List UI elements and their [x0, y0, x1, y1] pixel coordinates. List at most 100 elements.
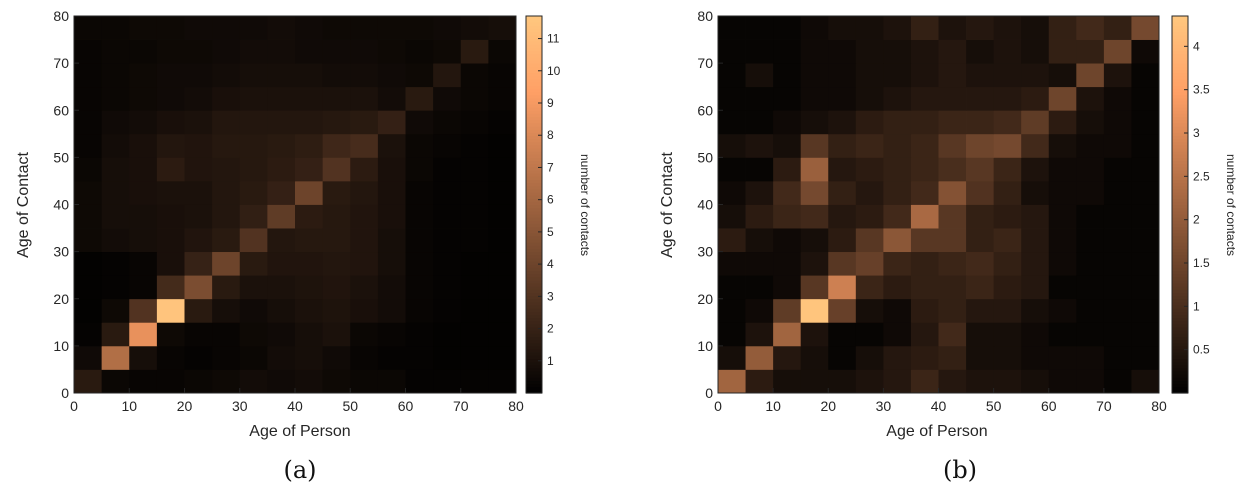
colorbar-step-b-28: [1172, 301, 1188, 306]
heatmap-cell-a-r10-c3: [156, 133, 185, 158]
colorbar-step-a-30: [526, 295, 542, 300]
heatmap-cell-a-r1-c9: [322, 345, 351, 370]
heatmap-cell-a-r7-c15: [488, 204, 517, 229]
heatmap-cell-b-r3-c3: [800, 298, 829, 323]
heatmap-cell-b-r13-c13: [1076, 63, 1105, 88]
heatmap-cell-a-r0-c12: [405, 369, 434, 394]
heatmap-cell-b-r11-c0: [718, 110, 746, 135]
heatmap-cell-a-r0-c7: [267, 369, 296, 394]
heatmap-cell-a-r7-c10: [350, 204, 379, 229]
heatmap-cell-a-r5-c14: [460, 251, 489, 276]
plot-frame-b: [717, 15, 1160, 394]
panel-label-a: (a): [283, 456, 316, 484]
heatmap-cell-b-r5-c5: [855, 251, 884, 276]
x-axis-label-a: Age of Person: [249, 423, 350, 440]
colorbar-step-a-24: [526, 314, 542, 319]
heatmap-cell-a-r12-c6: [239, 86, 268, 111]
heatmap-cell-b-r13-c4: [828, 63, 857, 88]
colorbar-tick-label-b-1.5: 1.5: [1193, 256, 1210, 270]
heatmap-cell-a-r1-c1: [101, 345, 130, 370]
colorbar-step-a-71: [526, 166, 542, 171]
colorbar-step-b-42: [1172, 257, 1188, 262]
x-tick-label-a-10: 10: [121, 398, 137, 414]
heatmap-cell-a-r9-c3: [156, 157, 185, 182]
heatmap-cell-a-r6-c12: [405, 228, 434, 253]
heatmap-cell-a-r11-c14: [460, 110, 489, 135]
colorbar-step-b-50: [1172, 232, 1188, 237]
colorbar-tick-label-b-4: 4: [1193, 39, 1200, 53]
heatmap-cell-a-r9-c11: [377, 157, 406, 182]
y-tick-label-b-20: 20: [697, 291, 713, 307]
colorbar-step-a-77: [526, 147, 542, 152]
colorbar-step-b-35: [1172, 279, 1188, 284]
colorbar-step-a-101: [526, 72, 542, 77]
heatmap-cell-a-r1-c12: [405, 345, 434, 370]
heatmap-cell-a-r2-c6: [239, 322, 268, 347]
heatmap-cell-a-r0-c8: [295, 369, 324, 394]
heatmap-cell-b-r1-c7: [910, 345, 939, 370]
y-tick-label-b-30: 30: [697, 244, 713, 260]
heatmap-cell-a-r3-c6: [239, 298, 268, 323]
colorbar-step-a-70: [526, 169, 542, 174]
heatmap-cell-a-r8-c6: [239, 180, 268, 205]
heatmap-cell-b-r6-c4: [828, 228, 857, 253]
heatmap-cell-b-r4-c13: [1076, 275, 1105, 300]
colorbar-step-b-102: [1172, 69, 1188, 74]
heatmap-cell-a-r9-c10: [350, 157, 379, 182]
heatmap-cell-a-r4-c9: [322, 275, 351, 300]
heatmap-cell-a-r1-c11: [377, 345, 406, 370]
heatmap-cell-a-r5-c0: [74, 251, 103, 276]
colorbar-step-b-64: [1172, 188, 1188, 193]
colorbar-step-b-60: [1172, 201, 1188, 206]
colorbar-step-a-10: [526, 358, 542, 363]
colorbar-step-a-86: [526, 119, 542, 124]
colorbar-step-b-5: [1172, 374, 1188, 378]
heatmap-cell-b-r5-c10: [993, 251, 1022, 276]
heatmap-cell-a-r15-c13: [433, 16, 462, 40]
colorbar-step-a-78: [526, 144, 542, 149]
heatmap-cell-b-r10-c15: [1131, 133, 1160, 158]
heatmap-cell-a-r6-c10: [350, 228, 379, 253]
heatmap-cell-a-r2-c12: [405, 322, 434, 347]
x-tick-labels-b: 0 10 20 30 40 50 60 70 80: [714, 388, 1167, 414]
heatmap-cell-a-r13-c6: [239, 63, 268, 88]
heatmap-cell-b-r9-c10: [993, 157, 1022, 182]
heatmap-cell-a-r8-c13: [433, 180, 462, 205]
colorbar-step-a-95: [526, 91, 542, 96]
heatmap-cell-b-r0-c11: [1021, 369, 1050, 394]
colorbar-step-b-69: [1172, 173, 1188, 177]
heatmap-cell-b-r12-c3: [800, 86, 829, 111]
colorbar-step-b-65: [1172, 185, 1188, 190]
heatmap-cell-a-r11-c12: [405, 110, 434, 135]
heatmap-cell-a-r13-c8: [295, 63, 324, 88]
heatmap-cell-b-r14-c0: [718, 39, 746, 64]
heatmap-cell-a-r6-c5: [212, 228, 241, 253]
y-tick-label-b-50: 50: [697, 149, 713, 165]
colorbar-step-a-56: [526, 213, 542, 218]
colorbar-step-b-61: [1172, 198, 1188, 202]
heatmap-cell-b-r11-c12: [1048, 110, 1077, 135]
colorbar-step-b-76: [1172, 151, 1188, 155]
heatmap-cell-b-r2-c10: [993, 322, 1022, 347]
heatmap-cell-b-r11-c14: [1103, 110, 1132, 135]
heatmap-cell-a-r13-c7: [267, 63, 296, 88]
heatmap-cell-a-r12-c8: [295, 86, 324, 111]
colorbar-step-b-110: [1172, 44, 1188, 49]
heatmap-cell-b-r4-c10: [993, 275, 1022, 300]
heatmap-cell-b-r12-c10: [993, 86, 1022, 111]
colorbar-tick-label-b-1: 1: [1193, 299, 1200, 313]
heatmap-cell-b-r1-c10: [993, 345, 1022, 370]
heatmap-cell-a-r13-c0: [74, 63, 103, 88]
heatmap-cell-b-r15-c10: [993, 16, 1022, 40]
colorbar-step-a-44: [526, 251, 542, 256]
heatmap-cell-a-r10-c10: [350, 133, 379, 158]
heatmap-cells-a: [74, 16, 517, 394]
heatmap-cell-b-r10-c10: [993, 133, 1022, 158]
x-tick-label-a-20: 20: [177, 398, 193, 414]
heatmap-cell-a-r15-c12: [405, 16, 434, 40]
heatmap-cell-b-r11-c13: [1076, 110, 1105, 135]
heatmap-cell-a-r13-c10: [350, 63, 379, 88]
heatmap-cell-a-r3-c12: [405, 298, 434, 323]
heatmap-cell-b-r2-c3: [800, 322, 829, 347]
colorbar-step-b-11: [1172, 355, 1188, 360]
